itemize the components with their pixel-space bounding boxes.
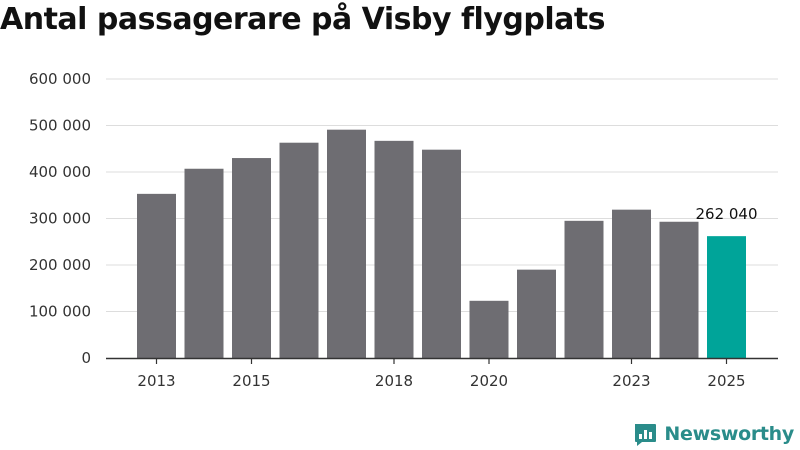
bar-2020 xyxy=(469,300,509,358)
bar-2018 xyxy=(374,140,414,358)
bar-2016 xyxy=(279,142,319,358)
brand-name: Newsworthy xyxy=(664,423,794,445)
bar-2024 xyxy=(659,221,699,358)
x-tick-label: 2025 xyxy=(707,372,745,390)
bars xyxy=(137,129,746,358)
x-axis-ticks: 2013 2015 2018 2020 2023 2025 xyxy=(137,358,746,390)
bar-2015 xyxy=(232,158,271,358)
y-tick-label: 400 000 xyxy=(29,163,91,181)
x-tick-label: 2013 xyxy=(137,372,175,390)
annotations: 262 040 xyxy=(695,205,757,223)
x-tick-label: 2018 xyxy=(375,372,413,390)
x-tick-label: 2023 xyxy=(612,372,650,390)
bar-2021 xyxy=(517,269,556,358)
bar-2022 xyxy=(564,220,604,358)
x-tick-label: 2020 xyxy=(470,372,508,390)
y-axis-ticks: 0 100 000 200 000 300 000 400 000 500 000 600 … xyxy=(29,70,91,367)
chart-title: Antal passagerare på Visby flygplats xyxy=(0,2,606,37)
y-tick-label: 500 000 xyxy=(29,117,91,135)
bar-2014 xyxy=(184,168,224,358)
brand: Newsworthy xyxy=(632,419,794,449)
y-tick-label: 0 xyxy=(81,349,91,367)
bar-2025 xyxy=(707,236,746,358)
bar-2017 xyxy=(327,129,366,358)
y-tick-label: 600 000 xyxy=(29,70,91,88)
y-tick-label: 200 000 xyxy=(29,256,91,274)
bar-2019 xyxy=(422,149,461,358)
y-tick-label: 300 000 xyxy=(29,210,91,228)
x-tick-label: 2015 xyxy=(232,372,270,390)
y-tick-label: 100 000 xyxy=(29,303,91,321)
newsworthy-logo-icon xyxy=(635,424,657,446)
data-label: 262 040 xyxy=(695,205,757,223)
bar-2013 xyxy=(137,193,176,358)
bar-2023 xyxy=(612,209,651,358)
